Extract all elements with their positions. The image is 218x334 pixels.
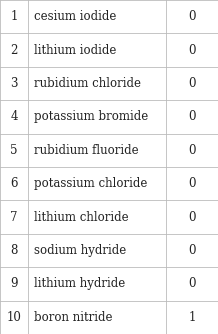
- Text: 0: 0: [188, 177, 196, 190]
- Text: 5: 5: [10, 144, 18, 157]
- Text: 3: 3: [10, 77, 18, 90]
- Text: potassium bromide: potassium bromide: [34, 111, 148, 123]
- Text: lithium hydride: lithium hydride: [34, 278, 125, 290]
- Text: 7: 7: [10, 211, 18, 223]
- Text: 0: 0: [188, 77, 196, 90]
- Text: 8: 8: [10, 244, 18, 257]
- Text: sodium hydride: sodium hydride: [34, 244, 126, 257]
- Text: 1: 1: [188, 311, 196, 324]
- Text: 0: 0: [188, 44, 196, 56]
- Text: 10: 10: [7, 311, 22, 324]
- Text: 0: 0: [188, 10, 196, 23]
- Text: cesium iodide: cesium iodide: [34, 10, 116, 23]
- Text: rubidium fluoride: rubidium fluoride: [34, 144, 138, 157]
- Text: lithium chloride: lithium chloride: [34, 211, 128, 223]
- Text: 0: 0: [188, 278, 196, 290]
- Text: 0: 0: [188, 144, 196, 157]
- Text: 4: 4: [10, 111, 18, 123]
- Text: 0: 0: [188, 244, 196, 257]
- Text: 1: 1: [10, 10, 18, 23]
- Text: 0: 0: [188, 111, 196, 123]
- Text: potassium chloride: potassium chloride: [34, 177, 147, 190]
- Text: 0: 0: [188, 211, 196, 223]
- Text: rubidium chloride: rubidium chloride: [34, 77, 141, 90]
- Text: boron nitride: boron nitride: [34, 311, 112, 324]
- Text: lithium iodide: lithium iodide: [34, 44, 116, 56]
- Text: 6: 6: [10, 177, 18, 190]
- Text: 2: 2: [10, 44, 18, 56]
- Text: 9: 9: [10, 278, 18, 290]
